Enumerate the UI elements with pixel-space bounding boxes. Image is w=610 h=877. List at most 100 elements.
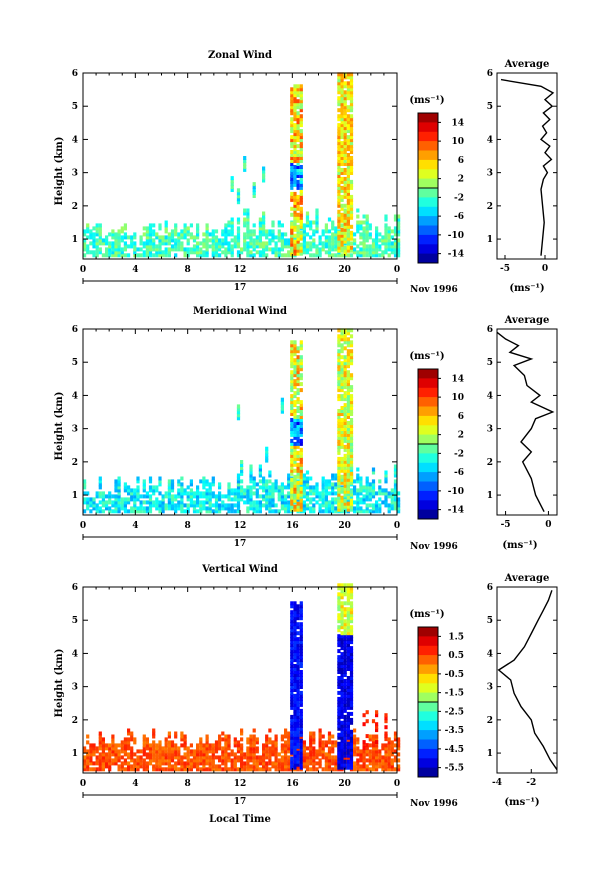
heatmap-cell bbox=[287, 485, 291, 490]
date-label: Nov 1996 bbox=[410, 285, 458, 295]
heatmap-cell bbox=[101, 755, 105, 760]
heatmap-cell bbox=[296, 441, 300, 446]
heatmap-cell bbox=[312, 238, 316, 243]
heatmap-cell bbox=[177, 761, 181, 766]
heatmap-cell bbox=[265, 497, 269, 502]
heatmap-cell bbox=[158, 244, 162, 249]
heatmap-cell bbox=[384, 229, 388, 234]
colorbar-segment bbox=[418, 415, 438, 426]
heatmap-cell bbox=[183, 232, 187, 237]
heatmap-cell bbox=[343, 453, 347, 458]
heatmap-cell bbox=[252, 482, 256, 487]
heatmap-cell bbox=[334, 506, 338, 511]
heatmap-cell bbox=[86, 761, 90, 766]
heatmap-cell bbox=[196, 761, 200, 766]
heatmap-cell bbox=[343, 337, 347, 342]
heatmap-cell bbox=[393, 731, 398, 736]
heatmap-cell bbox=[86, 758, 90, 763]
heatmap-cell bbox=[343, 108, 347, 113]
heatmap-cell bbox=[98, 758, 102, 763]
heatmap-cell bbox=[337, 182, 341, 187]
heatmap-cell bbox=[136, 749, 140, 754]
heatmap-cell bbox=[240, 728, 244, 733]
heatmap-cell bbox=[211, 479, 215, 484]
heatmap-cell bbox=[277, 247, 281, 252]
heatmap-cell bbox=[343, 486, 347, 491]
heatmap-cell bbox=[343, 239, 347, 244]
heatmap-cell bbox=[98, 752, 102, 757]
heatmap-cell bbox=[233, 488, 237, 493]
heatmap-cell bbox=[86, 244, 90, 249]
heatmap-cell bbox=[236, 226, 241, 231]
heatmap-cell bbox=[167, 253, 171, 258]
heatmap-cell bbox=[158, 743, 162, 748]
heatmap-cell bbox=[356, 749, 360, 754]
heatmap-cell bbox=[343, 248, 347, 253]
heatmap-cell bbox=[331, 506, 335, 511]
heatmap-cell bbox=[343, 212, 347, 217]
heatmap-cell bbox=[265, 749, 269, 754]
heatmap-cell bbox=[337, 364, 341, 369]
heatmap-cell bbox=[290, 676, 294, 680]
heatmap-cell bbox=[337, 340, 341, 345]
heatmap-cell bbox=[108, 761, 112, 766]
heatmap-cell bbox=[214, 238, 219, 243]
heatmap-cell bbox=[265, 767, 269, 772]
heatmap-cell bbox=[155, 749, 159, 754]
heatmap-cell bbox=[340, 604, 344, 609]
heatmap-cell bbox=[346, 156, 350, 160]
heatmap-cell bbox=[296, 474, 300, 479]
heatmap-cell bbox=[262, 226, 266, 231]
heatmap-cell bbox=[343, 474, 347, 479]
heatmap-cell bbox=[337, 87, 341, 92]
heatmap-cell bbox=[318, 238, 322, 243]
heatmap-cell bbox=[334, 743, 338, 748]
heatmap-cell bbox=[296, 762, 300, 767]
heatmap-cell bbox=[161, 238, 165, 243]
heatmap-cell bbox=[240, 471, 244, 476]
heatmap-cell bbox=[293, 670, 297, 674]
heatmap-cell bbox=[340, 215, 344, 220]
heatmap-cell bbox=[174, 247, 178, 252]
heatmap-cell bbox=[312, 229, 316, 234]
heatmap-cell bbox=[293, 468, 297, 473]
colorbar-segment bbox=[418, 739, 438, 750]
heatmap-cell bbox=[346, 400, 350, 405]
heatmap-cell bbox=[349, 132, 354, 137]
heatmap-cell bbox=[120, 250, 124, 255]
heatmap-cell bbox=[293, 427, 297, 431]
heatmap-cell bbox=[349, 376, 354, 381]
heatmap-cell bbox=[142, 764, 146, 769]
heatmap-cell bbox=[268, 247, 272, 252]
heatmap-cell bbox=[334, 500, 338, 505]
heatmap-cell bbox=[180, 476, 184, 481]
heatmap-cell bbox=[271, 743, 275, 748]
heatmap-cell bbox=[393, 244, 398, 249]
heatmap-cell bbox=[177, 241, 181, 246]
heatmap-cell bbox=[120, 247, 124, 252]
heatmap-cell bbox=[98, 494, 102, 499]
heatmap-cell bbox=[346, 96, 350, 101]
heatmap-cell bbox=[353, 761, 357, 766]
heatmap-cell bbox=[268, 728, 272, 733]
heatmap-cell bbox=[302, 244, 306, 249]
heatmap-cell bbox=[202, 764, 206, 769]
heatmap-cell bbox=[340, 147, 344, 152]
heatmap-cell bbox=[280, 734, 284, 739]
heatmap-cell bbox=[312, 253, 316, 258]
heatmap-cell bbox=[337, 583, 341, 588]
heatmap-cell bbox=[349, 117, 354, 122]
heatmap-cell bbox=[293, 750, 297, 755]
colorbar-tick-label: -5.5 bbox=[445, 764, 464, 774]
heatmap-cell bbox=[331, 734, 335, 739]
heatmap-cell bbox=[290, 667, 294, 671]
heatmap-cell bbox=[145, 500, 149, 505]
heatmap-cell bbox=[324, 229, 328, 234]
colorbar-segment bbox=[418, 683, 438, 694]
heatmap-cell bbox=[208, 503, 212, 508]
heatmap-cell bbox=[290, 117, 294, 122]
colorbar-tick-label: 2 bbox=[458, 175, 464, 185]
heatmap-cell bbox=[296, 361, 300, 366]
heatmap-cell bbox=[98, 740, 102, 745]
heatmap-cell bbox=[315, 223, 319, 228]
